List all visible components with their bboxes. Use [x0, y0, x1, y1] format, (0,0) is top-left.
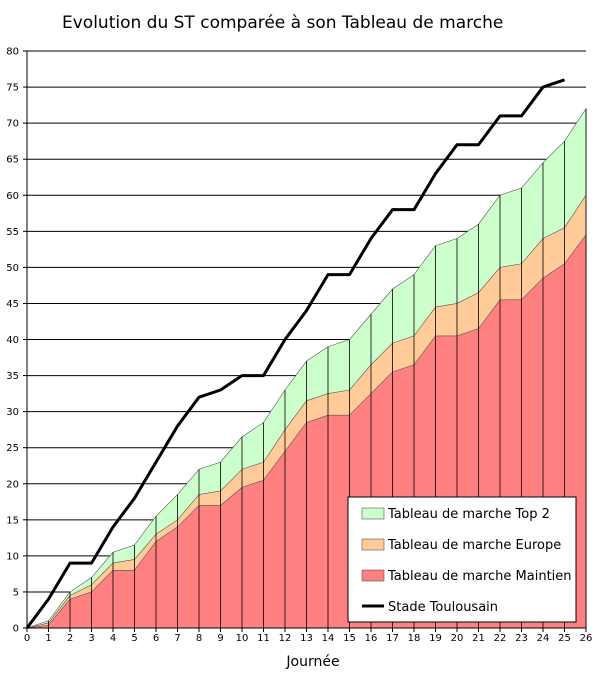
x-tick-label: 22 [494, 633, 507, 644]
legend-entry: Stade Toulousain [388, 600, 498, 615]
x-tick-label: 25 [558, 633, 571, 644]
y-tick-labels: 0 5 10 15 20 25 30 35 40 45 50 55 60 65 70 75 80 [6, 47, 27, 635]
x-tick-label: 3 [88, 633, 94, 644]
x-tick-label: 26 [580, 633, 593, 644]
y-tick-label: 55 [6, 227, 19, 238]
legend-box [347, 496, 577, 623]
x-tick-label: 19 [429, 633, 442, 644]
y-tick-label: 25 [6, 443, 19, 454]
x-tick-label: 5 [131, 633, 137, 644]
x-tick-label: 12 [279, 633, 292, 644]
y-tick-label: 35 [6, 371, 19, 382]
y-tick-label: 40 [6, 335, 19, 346]
line-series [25, 78, 565, 629]
legend-entry: Tableau de marche Europe [387, 538, 561, 553]
y-tick-label: 45 [6, 299, 19, 310]
legend: Tableau de marche Top 2 Tableau de marche… [347, 496, 577, 623]
y-tick-label: 0 [13, 624, 19, 635]
x-tick-label: 0 [24, 633, 30, 644]
y-tick-label: 75 [6, 83, 19, 94]
x-tick-label: 13 [300, 633, 313, 644]
x-tick-label: 18 [408, 633, 421, 644]
x-tick-label: 6 [153, 633, 159, 644]
x-tick-label: 14 [322, 633, 335, 644]
y-tick-label: 65 [6, 155, 19, 166]
line-series-group [25, 78, 565, 629]
x-tick-label: 24 [537, 633, 550, 644]
drop-lines [48, 108, 587, 628]
y-tick-label: 60 [6, 191, 19, 202]
x-axis-title: Journée [285, 654, 339, 670]
x-tick-label: 9 [217, 633, 223, 644]
x-tick-label: 23 [515, 633, 528, 644]
x-tick-label: 21 [472, 633, 485, 644]
x-tick-label: 1 [45, 633, 51, 644]
legend-swatch [361, 538, 385, 551]
legend-swatch [361, 507, 385, 520]
x-tick-label: 2 [67, 633, 73, 644]
y-tick-label: 5 [13, 587, 19, 598]
y-tick-label: 10 [6, 551, 19, 562]
legend-entry: Tableau de marche Top 2 [387, 507, 550, 522]
legend-swatch [361, 569, 385, 582]
y-tick-label: 50 [6, 263, 19, 274]
x-tick-label: 20 [451, 633, 464, 644]
x-tick-label: 16 [365, 633, 378, 644]
x-tick-label: 8 [196, 633, 202, 644]
y-tick-label: 70 [6, 119, 19, 130]
y-tick-label: 20 [6, 479, 19, 490]
x-tick-label: 7 [174, 633, 180, 644]
legend-entry: Tableau de marche Maintien [387, 569, 572, 584]
y-tick-label: 80 [6, 47, 19, 58]
x-tick-label: 4 [110, 633, 116, 644]
x-tick-label: 11 [257, 633, 270, 644]
x-tick-labels: 0 1 2 3 4 5 6 7 8 9 10 11 12 13 14 15 16 17 18 19 20 21 22 23 24… [24, 628, 593, 644]
x-tick-label: 15 [343, 633, 356, 644]
y-tick-label: 30 [6, 407, 19, 418]
chart-title: Evolution du ST comparée à son Tableau d… [62, 13, 503, 33]
x-tick-label: 10 [236, 633, 249, 644]
y-tick-label: 15 [6, 515, 19, 526]
x-tick-label: 17 [386, 633, 399, 644]
